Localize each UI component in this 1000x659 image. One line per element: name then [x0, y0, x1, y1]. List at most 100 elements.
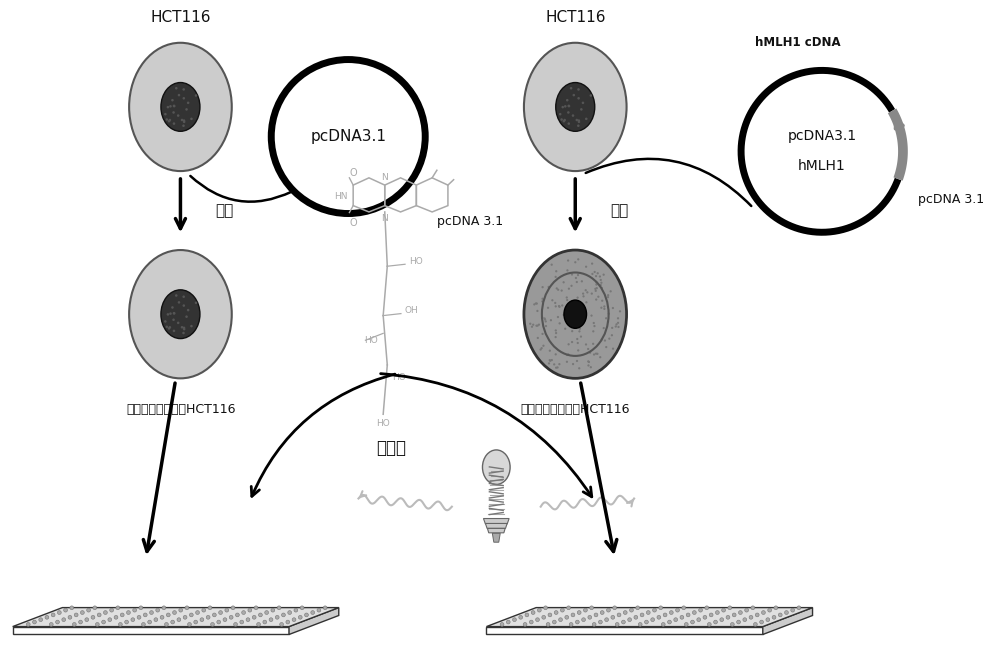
Circle shape: [585, 117, 588, 120]
Circle shape: [195, 94, 197, 97]
Circle shape: [600, 338, 603, 341]
Circle shape: [173, 611, 176, 614]
Circle shape: [64, 608, 67, 612]
Circle shape: [615, 623, 619, 626]
Circle shape: [555, 275, 557, 278]
Circle shape: [118, 623, 122, 626]
Circle shape: [259, 613, 262, 617]
Circle shape: [185, 108, 188, 111]
Circle shape: [640, 613, 644, 617]
Text: HO: HO: [409, 257, 423, 266]
Circle shape: [661, 623, 665, 626]
Circle shape: [607, 320, 609, 323]
Circle shape: [269, 617, 273, 621]
Polygon shape: [485, 523, 507, 529]
Circle shape: [551, 264, 553, 266]
Circle shape: [74, 613, 78, 617]
Circle shape: [168, 327, 170, 330]
Circle shape: [578, 311, 581, 314]
Circle shape: [576, 119, 578, 121]
Circle shape: [545, 325, 547, 327]
Ellipse shape: [524, 43, 627, 171]
Circle shape: [72, 623, 76, 626]
Circle shape: [755, 613, 759, 617]
Circle shape: [525, 613, 529, 617]
Circle shape: [536, 617, 539, 621]
Circle shape: [547, 306, 549, 309]
Circle shape: [566, 299, 568, 301]
Circle shape: [593, 325, 596, 328]
Circle shape: [286, 620, 290, 624]
Circle shape: [577, 125, 580, 127]
Circle shape: [217, 620, 221, 624]
Circle shape: [575, 277, 577, 279]
Circle shape: [768, 608, 772, 612]
Circle shape: [575, 318, 577, 320]
Circle shape: [536, 310, 539, 312]
Circle shape: [596, 353, 599, 355]
Circle shape: [563, 314, 565, 316]
Circle shape: [590, 606, 594, 610]
Circle shape: [576, 297, 579, 299]
Circle shape: [541, 298, 544, 300]
Circle shape: [571, 273, 573, 275]
Circle shape: [563, 120, 565, 123]
Circle shape: [242, 611, 245, 614]
Circle shape: [613, 606, 617, 610]
Circle shape: [93, 606, 97, 610]
Circle shape: [190, 325, 193, 328]
Circle shape: [611, 327, 613, 329]
Circle shape: [551, 359, 553, 361]
Circle shape: [133, 608, 137, 612]
Circle shape: [567, 123, 570, 125]
Circle shape: [692, 611, 696, 614]
Circle shape: [49, 623, 53, 626]
Ellipse shape: [129, 43, 232, 171]
Circle shape: [588, 616, 592, 619]
Text: pcDNA3.1: pcDNA3.1: [310, 129, 386, 144]
Circle shape: [653, 608, 656, 612]
Circle shape: [577, 611, 581, 614]
Circle shape: [682, 606, 686, 610]
Circle shape: [500, 623, 504, 626]
Circle shape: [79, 620, 82, 624]
Circle shape: [566, 354, 568, 356]
Circle shape: [177, 322, 179, 324]
Circle shape: [183, 327, 185, 329]
Circle shape: [231, 606, 235, 610]
Circle shape: [596, 287, 598, 289]
Text: N: N: [381, 173, 388, 182]
Circle shape: [582, 318, 584, 320]
Circle shape: [577, 88, 580, 91]
Circle shape: [714, 620, 717, 624]
Circle shape: [162, 606, 166, 610]
Circle shape: [554, 302, 556, 304]
Circle shape: [703, 616, 707, 619]
Circle shape: [182, 295, 185, 298]
Circle shape: [254, 606, 258, 610]
Circle shape: [617, 613, 621, 617]
Circle shape: [585, 343, 587, 345]
Circle shape: [591, 273, 594, 275]
Circle shape: [774, 606, 778, 610]
Circle shape: [570, 285, 573, 287]
Circle shape: [168, 120, 170, 123]
Circle shape: [568, 105, 570, 107]
Text: hMLH1: hMLH1: [798, 159, 846, 173]
Circle shape: [581, 280, 583, 283]
Circle shape: [171, 306, 174, 309]
Circle shape: [608, 337, 610, 340]
Circle shape: [732, 613, 736, 617]
Circle shape: [167, 313, 169, 316]
Circle shape: [593, 353, 595, 356]
Circle shape: [566, 360, 568, 363]
Circle shape: [580, 108, 583, 111]
Circle shape: [600, 306, 602, 309]
Circle shape: [513, 617, 516, 621]
Circle shape: [546, 623, 550, 626]
Circle shape: [743, 617, 747, 621]
Circle shape: [571, 330, 573, 332]
Circle shape: [603, 305, 605, 308]
Circle shape: [791, 608, 795, 612]
Circle shape: [45, 616, 49, 619]
